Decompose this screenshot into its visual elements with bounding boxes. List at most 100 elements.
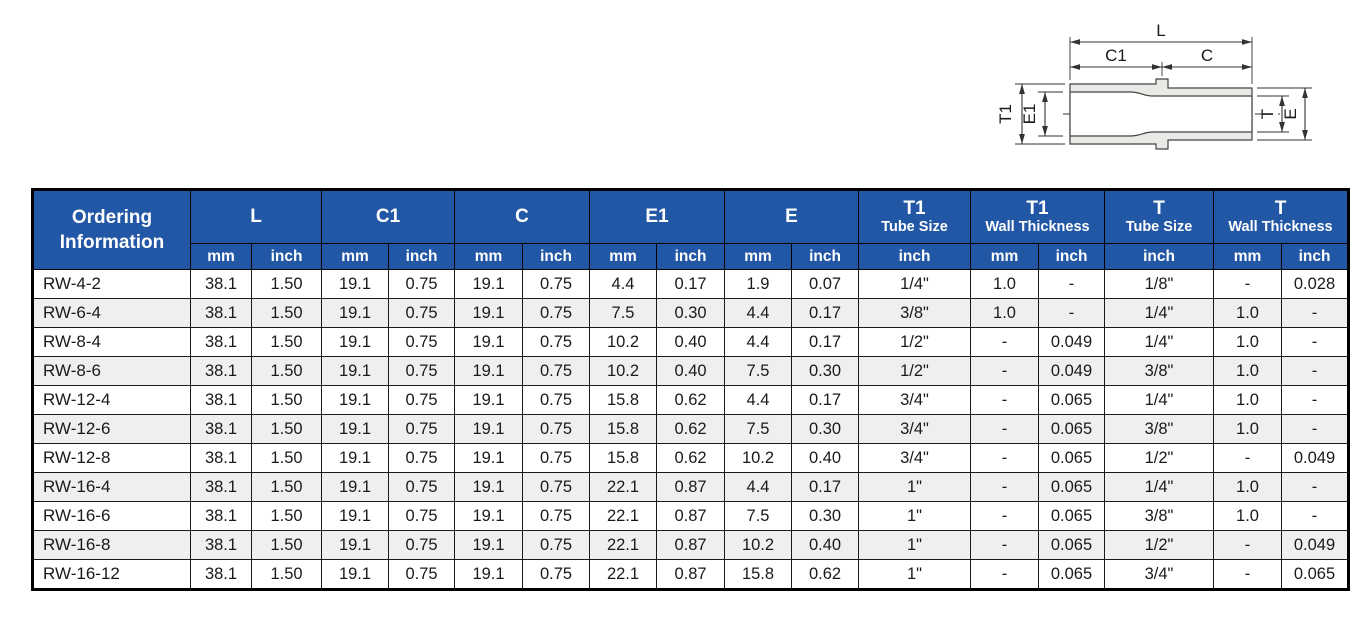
cell: 1.0 [1213,472,1282,502]
unit-subheader: inch [1281,243,1349,270]
group-label: T1 [903,197,926,219]
cell: 0.17 [791,385,859,415]
cell: 0.75 [388,269,455,299]
cell: 3/4" [858,385,971,415]
cell: 10.2 [724,443,792,473]
cell: 0.87 [656,559,725,590]
cell: 0.40 [791,443,859,473]
cell: 1.0 [970,269,1039,299]
cell: 1.50 [251,530,322,560]
cell: 0.75 [522,472,590,502]
cell: 19.1 [321,443,389,473]
cell: 4.4 [724,298,792,328]
label-l: L [1156,21,1165,40]
cell: 0.17 [656,269,725,299]
column-group-header-e: E [724,189,859,244]
cell: 38.1 [190,443,252,473]
cell: 1.50 [251,298,322,328]
corner-line1: Ordering [71,206,153,228]
cell: 0.62 [656,443,725,473]
group-header-row: Ordering Information L C1 C E1 E T1 Tube … [32,189,1349,270]
table-row: RW-8-4 38.1 1.50 19.1 0.75 19.1 0.75 10.2 0.40 4.… [32,327,1349,357]
cell: 1/4" [1104,385,1214,415]
cell: 0.87 [656,530,725,560]
cell: 4.4 [724,327,792,357]
cell: 1" [858,559,971,590]
row-label: RW-8-6 [32,356,191,386]
cell: 38.1 [190,530,252,560]
cell: 0.62 [791,559,859,590]
cell: 1.0 [1213,356,1282,386]
unit-header-row: mm inch mm inch mm inch mm inch mm inch inch mm inch… [33,243,1349,270]
cell: - [1281,472,1349,502]
row-label: RW-12-4 [32,385,191,415]
cell: 4.4 [724,385,792,415]
cell: 0.75 [388,443,455,473]
cell: 0.30 [656,298,725,328]
cell: 0.40 [656,327,725,357]
cell: 0.17 [791,472,859,502]
cell: - [1281,356,1349,386]
cell: 38.1 [190,559,252,590]
label-e1: E1 [1020,104,1039,125]
unit-subheader: inch [522,243,590,270]
table-row: RW-6-4 38.1 1.50 19.1 0.75 19.1 0.75 7.5 0.30 4.4… [32,298,1349,328]
cell: 19.1 [321,501,389,531]
cell: 1.0 [1213,298,1282,328]
cell: 0.049 [1281,530,1349,560]
unit-subheader: inch [656,243,725,270]
cell: - [1281,385,1349,415]
cell: 19.1 [454,356,523,386]
column-group-header-c1: C1 [321,189,455,244]
cell: 0.87 [656,501,725,531]
cell: 15.8 [589,443,657,473]
column-group-header-t1-wall-thickness: T1 Wall Thickness [970,189,1105,244]
cell: 19.1 [321,269,389,299]
column-group-header-e1: E1 [589,189,725,244]
cell: 19.1 [321,385,389,415]
row-label: RW-6-4 [32,298,191,328]
cell: 22.1 [589,559,657,590]
cell: 0.065 [1038,501,1105,531]
cell: 19.1 [321,327,389,357]
row-label: RW-12-8 [32,443,191,473]
row-label: RW-16-4 [32,472,191,502]
dimension-diagram: L C1 C T1 E1 T E [996,21,1312,150]
cell: 38.1 [190,501,252,531]
cell: 19.1 [454,269,523,299]
cell: - [970,530,1039,560]
cell: 0.065 [1038,559,1105,590]
cell: 19.1 [454,443,523,473]
cell: 1.50 [251,472,322,502]
cell: 1.50 [251,414,322,444]
cell: 3/4" [1104,559,1214,590]
cell: 7.5 [724,501,792,531]
column-group-header-l: L [190,189,322,244]
cell: 38.1 [190,472,252,502]
cell: 3/8" [1104,501,1214,531]
cell: 1.9 [724,269,792,299]
cell: 19.1 [321,559,389,590]
cell: 1" [858,501,971,531]
row-label: RW-16-8 [32,530,191,560]
table-row: RW-12-6 38.1 1.50 19.1 0.75 19.1 0.75 15.8 0.62 7… [32,414,1349,444]
cell: 38.1 [190,327,252,357]
column-group-header-c: C [454,189,590,244]
corner-line2: Information [59,232,165,253]
cell: 19.1 [454,501,523,531]
group-label: T1 [1026,197,1049,219]
cell: 19.1 [321,530,389,560]
cell: 0.75 [522,414,590,444]
cell: 1.50 [251,559,322,590]
cell: 4.4 [589,269,657,299]
cell: 0.75 [388,472,455,502]
cell: 19.1 [454,327,523,357]
cell: 38.1 [190,298,252,328]
group-label: L [250,206,262,228]
cell: - [970,327,1039,357]
cell: 0.75 [388,501,455,531]
group-sublabel: Wall Thickness [1228,219,1333,236]
cell: 1.50 [251,501,322,531]
cell: 0.75 [522,298,590,328]
cell: 0.62 [656,385,725,415]
